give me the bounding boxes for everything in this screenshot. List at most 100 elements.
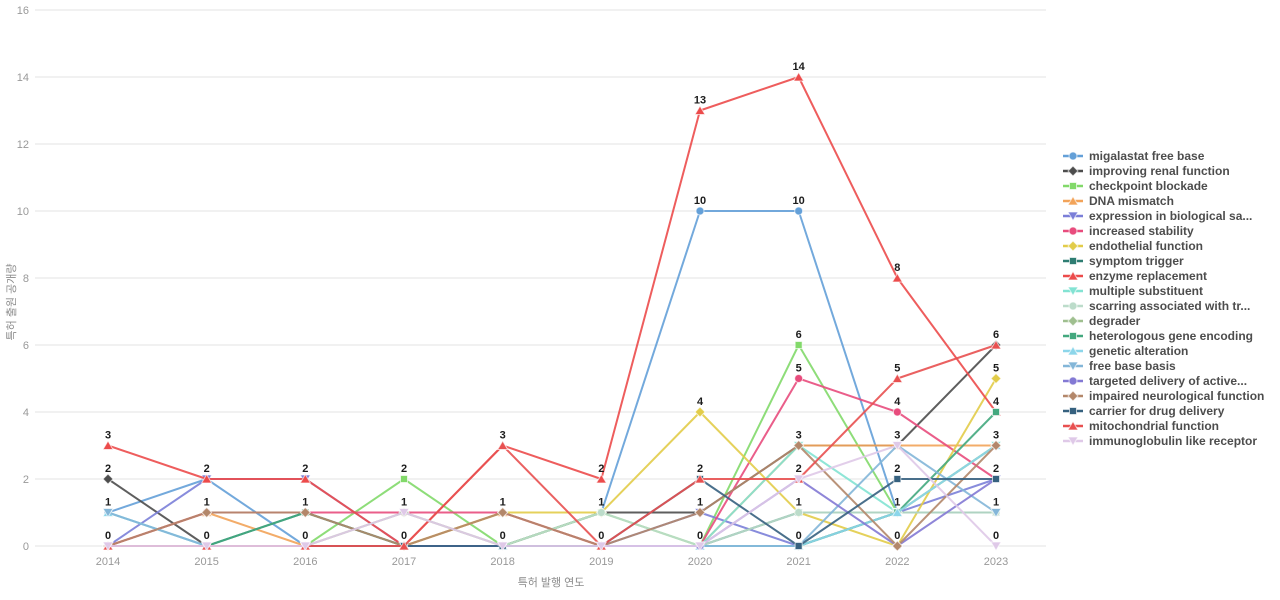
legend-item-impaired-neurological-function[interactable]: impaired neurological function	[1062, 388, 1264, 403]
legend-label: improving renal function	[1089, 163, 1230, 178]
y-tick-label: 16	[17, 5, 29, 17]
data-point	[794, 508, 804, 517]
data-point	[694, 406, 706, 418]
legend-marker-icon	[1063, 406, 1083, 415]
legend-marker-icon	[1063, 376, 1083, 385]
legend-item-improving-renal-function[interactable]: improving renal function	[1062, 163, 1264, 178]
point-value-label: 1	[204, 497, 210, 509]
data-point	[398, 540, 410, 551]
point-value-label: 0	[401, 530, 407, 542]
legend-marker-icon	[1063, 151, 1083, 160]
x-tick-label: 2019	[589, 556, 613, 568]
data-point	[892, 407, 902, 417]
data-point	[992, 408, 1000, 416]
legend-item-checkpoint-blockade[interactable]: checkpoint blockade	[1062, 178, 1264, 193]
legend-item-scarring-associated-with-tr-[interactable]: scarring associated with tr...	[1062, 298, 1264, 313]
legend-marker-icon	[1063, 314, 1083, 327]
point-value-label: 6	[796, 329, 802, 341]
legend-item-carrier-for-drug-delivery[interactable]: carrier for drug delivery	[1062, 403, 1264, 418]
data-point	[990, 541, 1002, 552]
data-point	[694, 541, 706, 552]
x-tick-label: 2020	[688, 556, 712, 568]
legend-label: scarring associated with tr...	[1089, 298, 1251, 313]
point-value-label: 2	[105, 463, 111, 475]
legend-item-expression-in-biological-sa-[interactable]: expression in biological sa...	[1062, 208, 1264, 223]
data-point	[596, 508, 606, 517]
data-point	[496, 541, 509, 552]
legend-item-multiple-substituent[interactable]: multiple substituent	[1062, 283, 1264, 298]
point-value-label: 0	[302, 530, 308, 542]
legend-marker-icon	[1063, 239, 1083, 252]
x-axis-title: 특허 발행 연도	[518, 576, 585, 589]
x-tick-label: 2022	[885, 556, 909, 568]
data-point	[299, 473, 312, 484]
y-tick-label: 10	[17, 206, 29, 218]
legend-marker-icon	[1063, 211, 1083, 221]
legend-label: carrier for drug delivery	[1089, 403, 1225, 418]
data-point	[496, 506, 509, 519]
legend-item-symptom-trigger[interactable]: symptom trigger	[1062, 253, 1264, 268]
y-axis-title: 특허 출원 공개량	[5, 264, 18, 341]
data-point	[891, 441, 904, 451]
point-value-label: 1	[401, 497, 407, 509]
data-point	[400, 475, 408, 483]
point-value-label: 0	[598, 530, 604, 542]
data-point	[891, 540, 904, 552]
point-value-label: 0	[500, 530, 506, 542]
legend-marker-icon	[1063, 361, 1083, 371]
point-value-label: 3	[894, 430, 900, 442]
data-point	[102, 508, 114, 518]
legend-item-degrader[interactable]: degrader	[1062, 313, 1264, 328]
point-value-label: 1	[993, 497, 999, 509]
legend-label: degrader	[1089, 313, 1141, 328]
point-value-label: 2	[302, 463, 308, 475]
point-value-label: 2	[697, 463, 703, 475]
chart-legend: migalastat free base improving renal func…	[1062, 148, 1264, 448]
legend-item-enzyme-replacement[interactable]: enzyme replacement	[1062, 268, 1264, 283]
x-tick-label: 2023	[984, 556, 1008, 568]
legend-item-immunoglobulin-like-receptor[interactable]: immunoglobulin like receptor	[1062, 433, 1264, 448]
x-tick-label: 2021	[786, 556, 810, 568]
legend-item-increased-stability[interactable]: increased stability	[1062, 223, 1264, 238]
legend-label: checkpoint blockade	[1089, 178, 1208, 193]
point-value-label: 0	[697, 530, 703, 542]
data-point	[299, 506, 312, 519]
legend-label: endothelial function	[1089, 238, 1203, 253]
point-value-label: 5	[993, 363, 999, 375]
point-value-label: 10	[694, 195, 706, 207]
legend-label: multiple substituent	[1089, 283, 1203, 298]
series-immunoglobulin-like-receptor	[102, 441, 1002, 552]
legend-item-dna-mismatch[interactable]: DNA mismatch	[1062, 193, 1264, 208]
legend-item-genetic-alteration[interactable]: genetic alteration	[1062, 343, 1264, 358]
data-point	[990, 372, 1002, 385]
legend-marker-icon	[1063, 301, 1083, 310]
legend-marker-icon	[1063, 226, 1083, 235]
legend-item-free-base-basis[interactable]: free base basis	[1062, 358, 1264, 373]
data-point	[398, 508, 410, 518]
point-value-label: 5	[796, 363, 802, 375]
legend-label: targeted delivery of active...	[1089, 373, 1248, 388]
x-tick-label: 2018	[490, 556, 514, 568]
point-value-label: 5	[894, 363, 900, 375]
y-tick-label: 2	[23, 474, 29, 486]
legend-label: immunoglobulin like receptor	[1089, 433, 1258, 448]
legend-item-mitochondrial-function[interactable]: mitochondrial function	[1062, 418, 1264, 433]
legend-label: heterologous gene encoding	[1089, 328, 1254, 343]
series-lines	[102, 71, 1002, 552]
legend-item-endothelial-function[interactable]: endothelial function	[1062, 238, 1264, 253]
legend-marker-icon	[1063, 420, 1083, 430]
point-value-label: 1	[598, 497, 604, 509]
legend-item-heterologous-gene-encoding[interactable]: heterologous gene encoding	[1062, 328, 1264, 343]
data-point	[990, 339, 1002, 350]
point-value-label: 1	[894, 497, 900, 509]
data-point	[794, 341, 803, 349]
point-value-label: 2	[796, 463, 802, 475]
data-point	[794, 374, 804, 383]
legend-item-targeted-delivery-of-active-[interactable]: targeted delivery of active...	[1062, 373, 1264, 388]
y-tick-label: 8	[23, 273, 29, 285]
data-point	[102, 473, 114, 485]
legend-label: mitochondrial function	[1089, 418, 1219, 433]
legend-item-migalastat-free-base[interactable]: migalastat free base	[1062, 148, 1264, 163]
